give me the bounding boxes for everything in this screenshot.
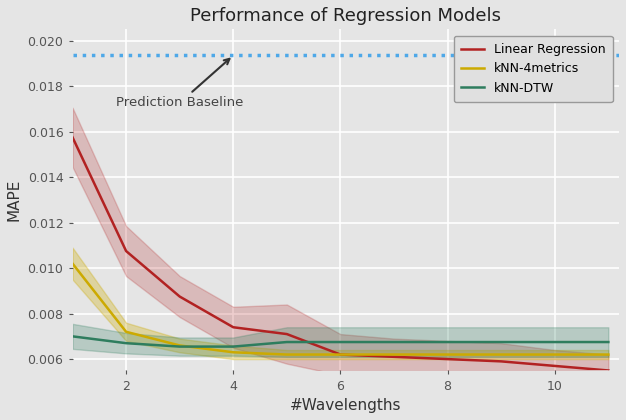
kNN-4metrics: [230, 350, 237, 355]
kNN-DTW: [444, 339, 451, 344]
kNN-DTW: [230, 344, 237, 349]
kNN-DTW: [605, 339, 612, 344]
Linear Regression: [444, 357, 451, 362]
kNN-DTW: [122, 341, 130, 346]
kNN-4metrics: [444, 352, 451, 357]
Linear Regression: [498, 359, 505, 364]
Y-axis label: MAPE: MAPE: [7, 178, 22, 221]
Linear Regression: [176, 294, 183, 299]
Linear Regression: [551, 363, 558, 368]
Linear Regression: [230, 325, 237, 330]
kNN-DTW: [283, 339, 290, 344]
Line: kNN-DTW: kNN-DTW: [73, 336, 608, 346]
kNN-4metrics: [337, 352, 344, 357]
X-axis label: #Wavelengths: #Wavelengths: [290, 398, 401, 413]
Line: Linear Regression: Linear Regression: [73, 137, 608, 370]
kNN-4metrics: [498, 352, 505, 357]
kNN-4metrics: [283, 352, 290, 357]
kNN-DTW: [69, 334, 76, 339]
Linear Regression: [337, 352, 344, 357]
Linear Regression: [390, 354, 398, 360]
Legend: Linear Regression, kNN-4metrics, kNN-DTW: Linear Regression, kNN-4metrics, kNN-DTW: [454, 36, 613, 102]
kNN-4metrics: [390, 352, 398, 357]
Linear Regression: [69, 135, 76, 140]
kNN-4metrics: [551, 352, 558, 357]
kNN-DTW: [176, 344, 183, 349]
kNN-DTW: [498, 339, 505, 344]
kNN-DTW: [390, 339, 398, 344]
Linear Regression: [122, 249, 130, 254]
kNN-4metrics: [605, 352, 612, 357]
Text: Prediction Baseline: Prediction Baseline: [116, 59, 244, 109]
Line: kNN-4metrics: kNN-4metrics: [73, 264, 608, 354]
kNN-4metrics: [69, 261, 76, 266]
kNN-4metrics: [176, 343, 183, 348]
Linear Regression: [605, 368, 612, 373]
kNN-4metrics: [122, 329, 130, 334]
Title: Performance of Regression Models: Performance of Regression Models: [190, 7, 501, 25]
kNN-DTW: [337, 339, 344, 344]
Linear Regression: [283, 331, 290, 336]
kNN-DTW: [551, 339, 558, 344]
